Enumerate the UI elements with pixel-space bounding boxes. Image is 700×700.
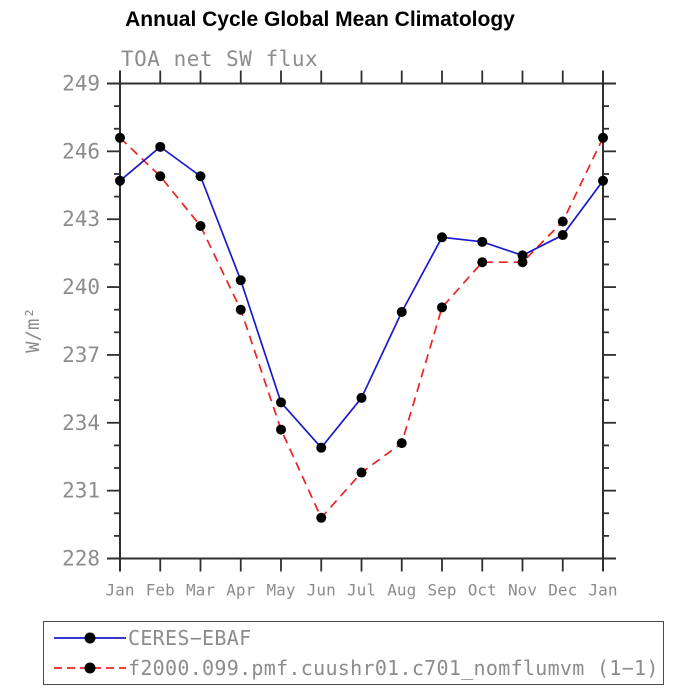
legend: CERES−EBAF f2000.099.pmf.cuushr01.c701_no… <box>43 621 664 685</box>
data-point-model-mar-2 <box>195 221 206 231</box>
y-tick-label: 240 <box>62 275 100 299</box>
x-tick-label: Dec <box>548 581 577 600</box>
data-point-ceres-ebaf-jun-5 <box>316 442 327 453</box>
data-point-model-may-4 <box>276 424 286 435</box>
data-point-model-aug-7 <box>396 438 407 449</box>
y-tick-label: 246 <box>62 139 100 163</box>
data-point-model-jul-6 <box>356 467 367 478</box>
y-tick-label: 243 <box>62 207 100 231</box>
x-tick-label: May <box>267 581 296 600</box>
data-point-model-dec-11 <box>557 216 568 227</box>
data-point-model-sep-8 <box>437 302 447 313</box>
series-line-model <box>119 137 604 520</box>
data-point-ceres-ebaf-aug-7 <box>396 306 407 317</box>
data-point-model-jun-5 <box>316 512 327 523</box>
x-tick-label: Oct <box>468 581 497 600</box>
data-point-model-feb-1 <box>155 171 166 182</box>
chart-title: Annual Cycle Global Mean Climatology <box>125 8 515 31</box>
x-tick-label: Jan <box>106 581 135 600</box>
y-tick-label: 231 <box>62 479 100 503</box>
data-point-ceres-ebaf-feb-1 <box>155 141 166 152</box>
y-tick-label: 228 <box>62 547 100 571</box>
x-tick-label: Nov <box>508 581 537 600</box>
data-point-model-jan-12 <box>598 132 608 143</box>
data-point-ceres-ebaf-dec-11 <box>557 230 568 241</box>
legend-label: CERES−EBAF <box>128 626 252 650</box>
data-point-model-nov-10 <box>517 257 528 268</box>
chart-subtitle: TOA net SW flux <box>121 47 319 71</box>
x-tick-label: Jan <box>589 581 618 600</box>
legend-line-sample <box>54 632 126 644</box>
legend-line-sample <box>54 662 126 674</box>
y-tick-label: 234 <box>62 411 100 435</box>
y-tick-label: 249 <box>62 72 100 96</box>
x-tick-label: Apr <box>226 581 255 600</box>
legend-item-ceres-ebaf: CERES−EBAF <box>54 624 663 652</box>
data-point-ceres-ebaf-jan-0 <box>115 175 125 186</box>
data-point-ceres-ebaf-mar-2 <box>195 171 206 182</box>
data-point-ceres-ebaf-oct-9 <box>477 236 488 247</box>
x-tick-label: Jun <box>307 581 336 600</box>
x-tick-label: Mar <box>186 581 215 600</box>
x-tick-label: Jul <box>347 581 376 600</box>
data-point-ceres-ebaf-sep-8 <box>437 232 447 243</box>
data-point-ceres-ebaf-apr-3 <box>235 275 246 286</box>
data-point-ceres-ebaf-jul-6 <box>356 392 367 403</box>
data-point-model-oct-9 <box>477 257 488 268</box>
x-tick-label: Feb <box>146 581 175 600</box>
x-tick-label: Aug <box>387 581 416 600</box>
data-point-model-jan-0 <box>115 132 125 143</box>
legend-label: f2000.099.pmf.cuushr01.c701_nomflumvm (1… <box>128 656 659 680</box>
y-tick-label: 237 <box>62 343 100 367</box>
data-point-ceres-ebaf-may-4 <box>276 397 286 408</box>
legend-item-model: f2000.099.pmf.cuushr01.c701_nomflumvm (1… <box>54 654 663 682</box>
data-point-ceres-ebaf-jan-12 <box>598 175 608 186</box>
data-point-model-apr-3 <box>235 304 246 315</box>
x-tick-label: Sep <box>428 581 457 600</box>
